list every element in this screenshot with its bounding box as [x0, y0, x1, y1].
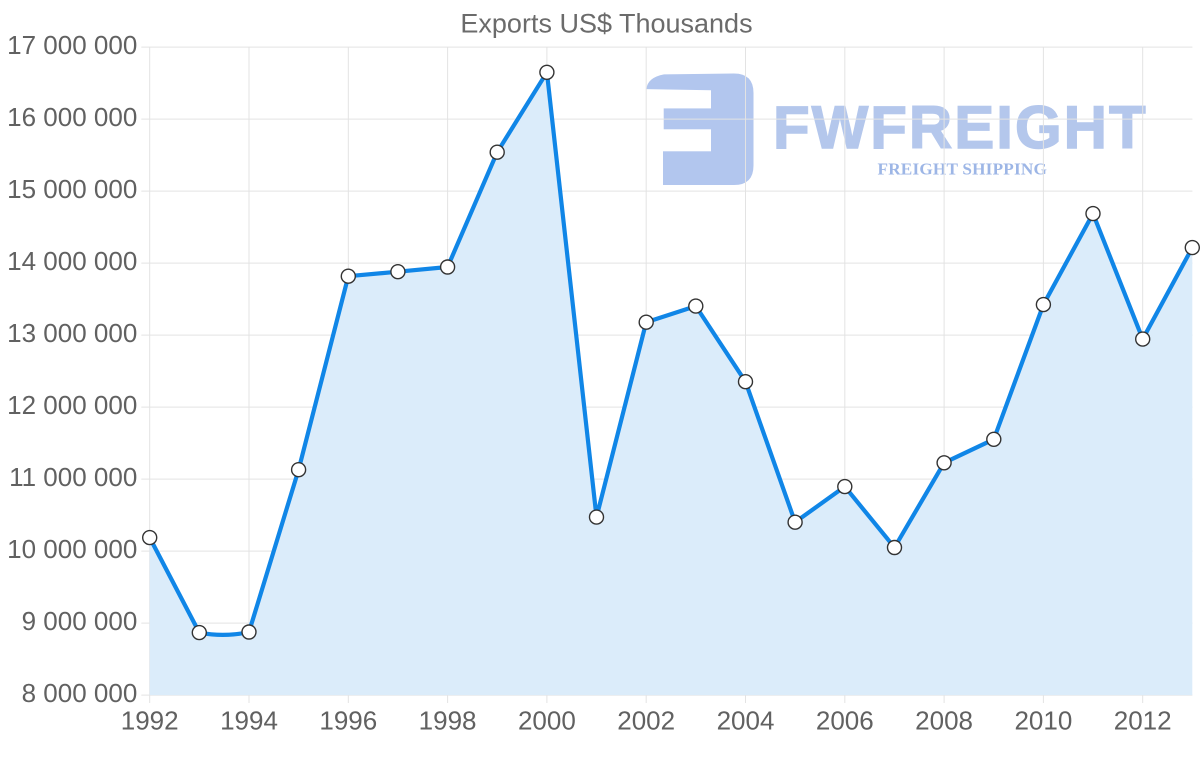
svg-text:16 000 000: 16 000 000 [7, 102, 137, 132]
svg-text:14 000 000: 14 000 000 [7, 246, 137, 276]
svg-text:13 000 000: 13 000 000 [7, 318, 137, 348]
svg-text:2006: 2006 [816, 706, 874, 736]
svg-text:10 000 000: 10 000 000 [7, 534, 137, 564]
svg-text:15 000 000: 15 000 000 [7, 174, 137, 204]
svg-text:8 000 000: 8 000 000 [22, 678, 138, 708]
svg-text:FREIGHT SHIPPING: FREIGHT SHIPPING [878, 160, 1048, 179]
svg-text:2010: 2010 [1014, 706, 1072, 736]
svg-text:12 000 000: 12 000 000 [7, 390, 137, 420]
svg-text:1994: 1994 [220, 706, 278, 736]
svg-text:2000: 2000 [518, 706, 576, 736]
svg-text:1992: 1992 [121, 706, 179, 736]
svg-text:Exports US$ Thousands: Exports US$ Thousands [460, 8, 752, 38]
svg-text:9 000 000: 9 000 000 [22, 606, 138, 636]
svg-text:1998: 1998 [419, 706, 477, 736]
svg-text:2004: 2004 [717, 706, 775, 736]
svg-text:2002: 2002 [617, 706, 675, 736]
svg-text:1996: 1996 [319, 706, 377, 736]
svg-text:17 000 000: 17 000 000 [7, 30, 137, 60]
svg-text:2008: 2008 [915, 706, 973, 736]
svg-text:FWFREIGHT: FWFREIGHT [773, 94, 1148, 161]
svg-text:2012: 2012 [1114, 706, 1172, 736]
svg-text:11 000 000: 11 000 000 [9, 462, 137, 492]
